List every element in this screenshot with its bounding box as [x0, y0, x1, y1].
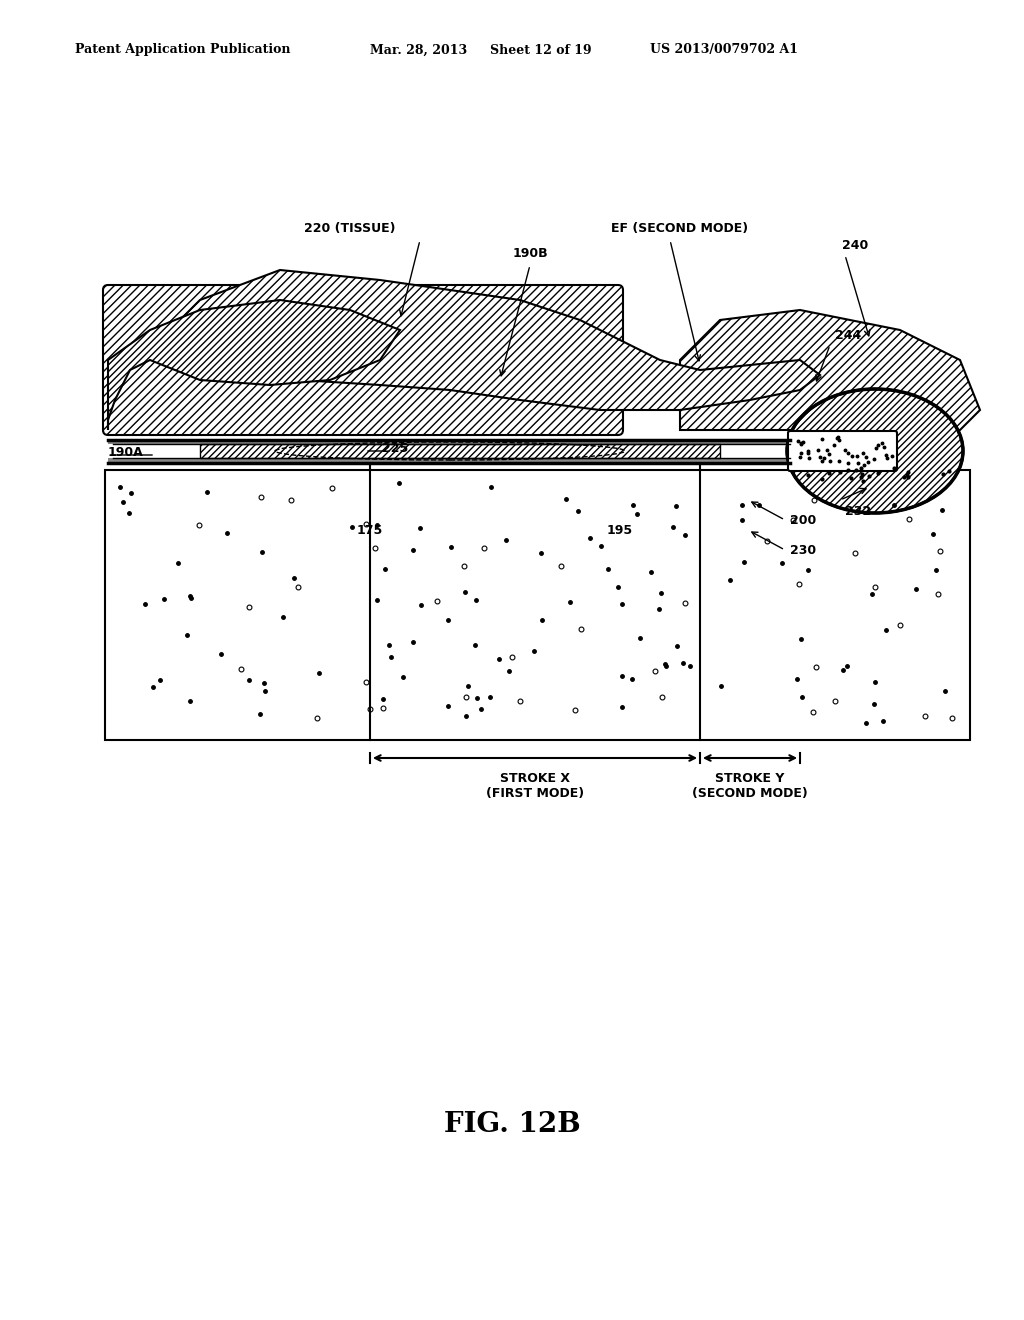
Ellipse shape — [787, 389, 963, 513]
Bar — [105, 470, 970, 741]
Text: Patent Application Publication: Patent Application Publication — [75, 44, 291, 57]
Text: 232: 232 — [845, 506, 871, 517]
Text: 240: 240 — [842, 239, 868, 252]
Bar — [108, 458, 790, 463]
Text: Sheet 12 of 19: Sheet 12 of 19 — [490, 44, 592, 57]
Text: 195: 195 — [607, 524, 633, 536]
Text: 190A: 190A — [108, 446, 143, 458]
Text: 190B: 190B — [512, 247, 548, 260]
Text: EF (SECOND MODE): EF (SECOND MODE) — [611, 222, 749, 235]
Text: 230: 230 — [790, 544, 816, 557]
Text: US 2013/0079702 A1: US 2013/0079702 A1 — [650, 44, 798, 57]
Text: FIG. 12B: FIG. 12B — [443, 1111, 581, 1138]
Text: 244: 244 — [835, 329, 861, 342]
Text: Mar. 28, 2013: Mar. 28, 2013 — [370, 44, 467, 57]
FancyBboxPatch shape — [103, 285, 623, 436]
FancyBboxPatch shape — [788, 432, 897, 471]
Polygon shape — [108, 300, 400, 430]
Bar — [108, 440, 790, 444]
Text: STROKE Y
(SECOND MODE): STROKE Y (SECOND MODE) — [692, 772, 808, 800]
Bar — [200, 444, 720, 458]
Text: 220 (TISSUE): 220 (TISSUE) — [304, 222, 395, 235]
Text: 175: 175 — [357, 524, 383, 536]
Text: 225: 225 — [382, 441, 409, 454]
Bar — [793, 430, 895, 473]
Text: 200: 200 — [790, 513, 816, 527]
Polygon shape — [680, 310, 980, 430]
Polygon shape — [150, 271, 820, 411]
Text: STROKE X
(FIRST MODE): STROKE X (FIRST MODE) — [486, 772, 584, 800]
